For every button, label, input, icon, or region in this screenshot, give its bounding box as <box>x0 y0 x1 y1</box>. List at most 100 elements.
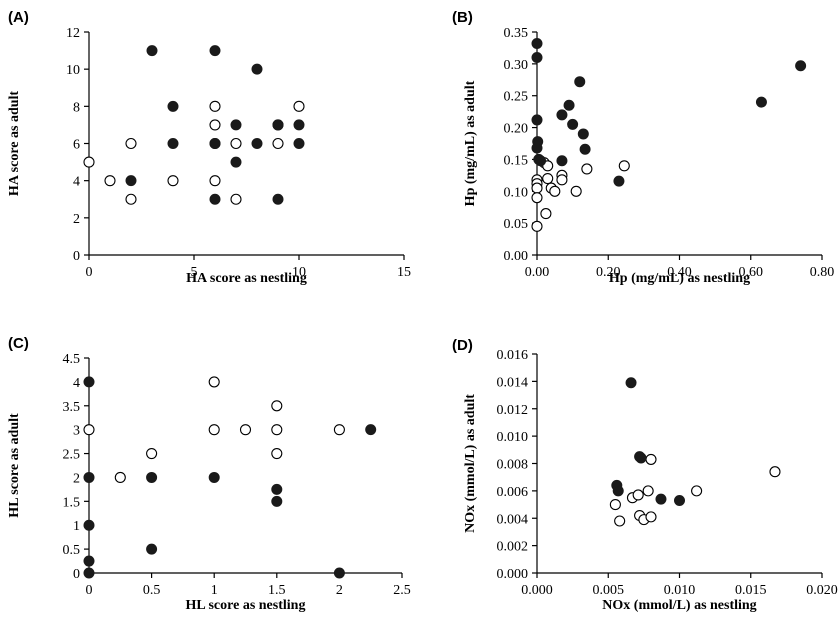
open-data-point <box>293 100 305 112</box>
x-tick-label: 0.40 <box>667 265 692 280</box>
panel-a: (A) 0 2 4 6 8 10 12 0 5 10 15 HA score as nestling HA… <box>7 9 411 286</box>
open-data-point <box>614 515 626 527</box>
open-data-point <box>104 175 116 187</box>
y-tick-label: 0.010 <box>497 430 529 445</box>
y-tick-label: 0.10 <box>504 185 529 200</box>
x-tick-label: 0.80 <box>810 265 835 280</box>
filled-data-point <box>531 37 543 49</box>
x-axis-title: HA score as nestling <box>186 271 307 286</box>
panel-b: (B) 0.00 0.05 0.10 0.15 0.20 0.25 0.30 0.35 0.00 0… <box>452 9 834 286</box>
filled-data-point <box>567 118 579 130</box>
open-data-point <box>632 489 644 501</box>
filled-data-point <box>146 45 158 57</box>
y-tick-label: 3.5 <box>63 400 81 415</box>
open-data-point <box>208 424 220 436</box>
y-tick-label: 0 <box>73 249 80 264</box>
open-data-point <box>208 376 220 388</box>
y-tick-label: 8 <box>73 100 80 115</box>
open-data-point <box>570 185 582 197</box>
x-axis-title: NOx (mmol/L) as nestling <box>602 598 756 613</box>
open-data-point <box>531 182 543 194</box>
x-tick-label: 0.005 <box>593 583 625 598</box>
y-tick-label: 0.00 <box>504 249 529 264</box>
open-data-point <box>146 448 158 460</box>
y-tick-label: 1 <box>73 519 80 534</box>
filled-data-point <box>271 495 283 507</box>
x-axis-title: Hp (mg/mL) as nestling <box>609 271 750 286</box>
y-tick-label: 4 <box>73 376 80 391</box>
x-tick-label: 0.000 <box>521 583 553 598</box>
filled-data-point <box>83 519 95 531</box>
filled-data-point <box>208 471 220 483</box>
y-tick-label: 0.20 <box>504 122 529 137</box>
filled-data-point <box>83 376 95 388</box>
y-tick-label: 2.5 <box>63 448 81 463</box>
x-tick-label: 0.010 <box>664 583 696 598</box>
x-tick-label: 2.5 <box>393 583 411 598</box>
open-data-point <box>209 119 221 131</box>
filled-data-point <box>795 60 807 72</box>
y-tick-label: 0.004 <box>497 512 529 527</box>
open-data-point <box>230 137 242 150</box>
x-tick-label: 10 <box>292 265 306 280</box>
y-tick-label: 10 <box>66 63 80 78</box>
open-data-point <box>167 175 179 187</box>
y-tick-label: 0.000 <box>497 567 529 582</box>
filled-data-point <box>125 175 137 187</box>
x-tick-label: 0 <box>86 265 93 280</box>
open-data-point <box>549 185 561 197</box>
open-data-point <box>769 466 781 478</box>
y-tick-label: 0.002 <box>497 540 529 555</box>
open-data-point <box>209 100 221 112</box>
panel-c: (C) 0 0.5 1 1.5 2 2.5 3 3.5 4 4.5 0 0.5 1 1.5 2 2.5 HL sc… <box>7 335 411 613</box>
x-axis-title: HL score as nestling <box>186 598 306 613</box>
y-tick-label: 0 <box>73 567 80 582</box>
filled-data-point <box>535 155 547 167</box>
filled-data-point <box>613 175 625 187</box>
filled-data-point <box>531 51 543 63</box>
filled-data-point <box>167 100 179 112</box>
open-data-point <box>209 175 221 187</box>
open-data-point <box>333 424 345 436</box>
open-data-point <box>618 160 630 172</box>
filled-data-point <box>271 483 283 495</box>
open-data-point <box>581 163 593 175</box>
open-data-point <box>540 208 552 220</box>
filled-data-point <box>293 119 305 131</box>
filled-data-point <box>146 543 158 555</box>
y-tick-label: 0.35 <box>504 26 529 41</box>
filled-data-point <box>755 96 767 108</box>
panel-label: (D) <box>452 337 473 354</box>
open-data-point <box>609 499 621 511</box>
open-data-point <box>531 192 543 204</box>
open-data-point <box>645 511 657 523</box>
y-tick-label: 0.15 <box>504 153 529 168</box>
filled-data-point <box>209 45 221 57</box>
x-tick-label: 1 <box>211 583 218 598</box>
filled-data-point <box>635 452 647 464</box>
panel-label: (C) <box>8 335 29 352</box>
filled-data-point <box>612 485 624 497</box>
open-data-point <box>642 485 654 497</box>
filled-data-point <box>579 143 591 155</box>
panel-label: (A) <box>8 9 29 26</box>
y-tick-label: 0.5 <box>63 543 81 558</box>
filled-data-point <box>251 63 263 75</box>
x-tick-label: 0.5 <box>143 583 161 598</box>
filled-data-point <box>83 471 95 483</box>
filled-data-point <box>272 119 284 131</box>
x-tick-label: 15 <box>397 265 411 280</box>
filled-data-point <box>625 377 637 389</box>
filled-data-point <box>577 128 589 140</box>
filled-data-point <box>230 119 242 131</box>
open-data-point <box>271 424 283 436</box>
y-tick-label: 0.05 <box>504 217 529 232</box>
filled-data-point <box>365 424 377 436</box>
x-tick-label: 0.00 <box>525 265 550 280</box>
open-data-point <box>272 137 284 150</box>
open-data-point <box>531 220 543 232</box>
y-axis-title: HL score as adult <box>7 413 22 518</box>
y-axis-title: HA score as adult <box>7 91 22 196</box>
x-tick-label: 0.20 <box>596 265 621 280</box>
